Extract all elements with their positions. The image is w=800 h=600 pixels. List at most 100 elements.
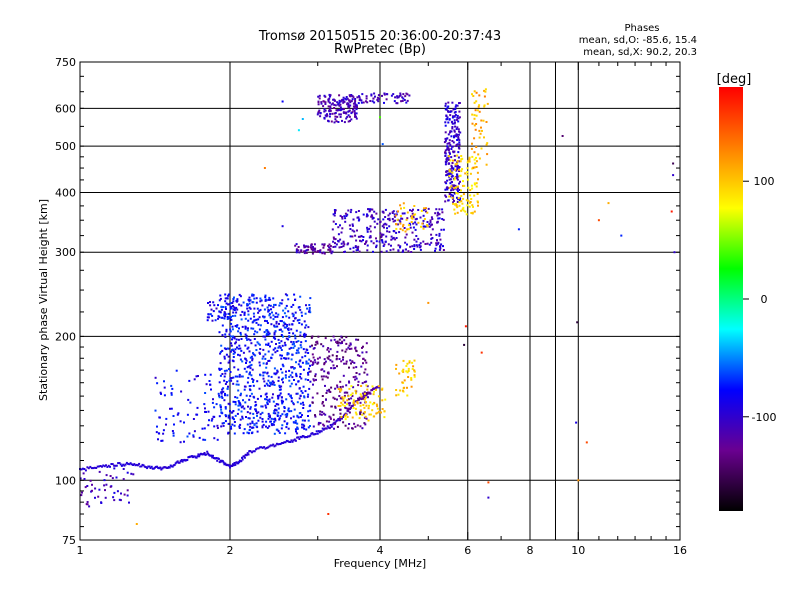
- data-point: [350, 208, 353, 211]
- data-point: [338, 246, 341, 249]
- data-point: [398, 372, 401, 375]
- data-point: [265, 406, 268, 409]
- data-point: [328, 108, 331, 111]
- data-point: [424, 243, 427, 245]
- data-point: [103, 479, 106, 482]
- data-point: [334, 406, 337, 409]
- data-point: [407, 370, 410, 372]
- data-point: [345, 215, 348, 217]
- data-point: [354, 411, 357, 414]
- data-point: [322, 404, 325, 407]
- data-point: [241, 458, 244, 461]
- data-point: [276, 325, 279, 328]
- data-point: [449, 110, 452, 113]
- data-point: [296, 319, 299, 322]
- data-point: [473, 210, 476, 213]
- data-point: [172, 415, 175, 417]
- data-point: [265, 366, 268, 369]
- data-point: [104, 496, 107, 499]
- data-point: [444, 155, 447, 157]
- data-point: [247, 319, 250, 322]
- data-point: [246, 431, 249, 434]
- data-point: [274, 303, 277, 306]
- data-point: [369, 225, 372, 228]
- data-point: [320, 101, 323, 104]
- data-point: [341, 119, 343, 122]
- data-point: [409, 209, 411, 212]
- data-point: [340, 242, 343, 245]
- data-point: [462, 184, 465, 187]
- data-point: [469, 201, 472, 203]
- data-point: [408, 222, 411, 225]
- data-point: [277, 376, 280, 379]
- data-point: [209, 304, 212, 307]
- data-point: [281, 225, 284, 228]
- data-point: [415, 217, 418, 220]
- data-point: [290, 410, 293, 413]
- data-point: [449, 178, 452, 181]
- data-point: [300, 377, 303, 380]
- data-point: [263, 316, 266, 319]
- data-point: [321, 252, 324, 255]
- data-point: [348, 348, 351, 350]
- data-point: [308, 387, 311, 390]
- data-point: [348, 380, 350, 383]
- data-point: [349, 359, 352, 362]
- data-point: [284, 432, 287, 435]
- data-point: [411, 231, 414, 234]
- data-point: [272, 381, 275, 384]
- data-point: [272, 443, 275, 446]
- data-point: [238, 401, 241, 404]
- data-point: [308, 367, 310, 370]
- data-point: [426, 221, 429, 223]
- data-point: [452, 115, 454, 118]
- data-point: [233, 309, 236, 311]
- data-point: [344, 407, 347, 410]
- data-point: [459, 131, 462, 134]
- data-point: [346, 97, 349, 100]
- data-point: [585, 441, 588, 444]
- data-point: [365, 380, 368, 383]
- data-point: [98, 488, 101, 491]
- data-point: [263, 331, 266, 334]
- data-point: [325, 420, 328, 423]
- data-point: [289, 441, 292, 443]
- data-point: [460, 195, 463, 197]
- data-point: [134, 464, 137, 467]
- data-point: [304, 326, 307, 329]
- data-point: [285, 426, 288, 429]
- data-point: [248, 385, 251, 388]
- data-point: [265, 299, 268, 302]
- data-point: [419, 248, 422, 251]
- x-tick-label: 2: [227, 544, 234, 557]
- data-point: [321, 427, 324, 430]
- data-point: [356, 424, 359, 427]
- data-point: [227, 294, 230, 297]
- data-point: [232, 305, 234, 307]
- data-point: [378, 240, 381, 243]
- data-point: [285, 415, 288, 418]
- data-point: [348, 411, 351, 414]
- data-point: [233, 366, 236, 369]
- data-point: [672, 174, 675, 177]
- data-point: [95, 467, 98, 469]
- data-point: [455, 128, 458, 130]
- data-point: [237, 383, 240, 386]
- data-point: [350, 406, 352, 409]
- data-point: [118, 498, 121, 501]
- data-point: [395, 231, 398, 234]
- data-point: [348, 381, 351, 384]
- data-point: [444, 200, 447, 203]
- data-point: [451, 167, 454, 169]
- data-point: [233, 351, 236, 354]
- data-point: [285, 304, 288, 307]
- data-point: [339, 408, 341, 411]
- data-point: [266, 322, 269, 324]
- data-point: [472, 205, 474, 208]
- data-point: [348, 404, 351, 407]
- data-point: [454, 184, 457, 187]
- data-point: [451, 140, 454, 142]
- data-point: [292, 313, 295, 316]
- data-point: [100, 502, 103, 504]
- data-point: [237, 330, 240, 333]
